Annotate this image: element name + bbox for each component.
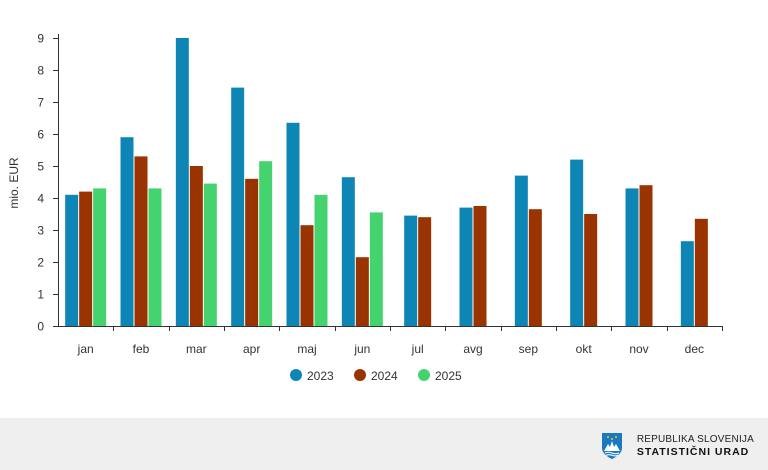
bar-2023-nov xyxy=(625,188,639,326)
bar-2023-apr xyxy=(231,87,245,326)
bar-2024-jul xyxy=(418,217,432,326)
legend-label-2023[interactable]: 2023 xyxy=(307,369,334,383)
x-tick-label-okt: okt xyxy=(576,342,593,356)
x-tick-label-apr: apr xyxy=(243,342,260,356)
bar-2024-apr xyxy=(245,178,259,326)
bar-2023-maj xyxy=(286,122,300,326)
x-tick-label-jun: jun xyxy=(353,342,370,356)
y-tick-label: 7 xyxy=(37,96,44,110)
bar-2023-jun xyxy=(341,177,355,326)
y-tick-label: 2 xyxy=(37,256,44,270)
bar-2024-feb xyxy=(134,156,148,326)
logo-text: REPUBLIKA SLOVENIJA STATISTIČNI URAD xyxy=(637,434,754,458)
x-tick-label-maj: maj xyxy=(297,342,316,356)
slovenia-coat-of-arms-icon xyxy=(601,433,622,459)
y-tick-label: 6 xyxy=(37,128,44,142)
legend-label-2025[interactable]: 2025 xyxy=(435,369,462,383)
x-tick-label-jul: jul xyxy=(411,342,424,356)
bar-2023-feb xyxy=(120,137,134,326)
bar-2023-okt xyxy=(570,159,584,326)
logo-line-1: REPUBLIKA SLOVENIJA xyxy=(636,434,754,445)
bar-2023-avg xyxy=(459,207,473,326)
bar-2024-jan xyxy=(79,191,93,326)
y-tick-label: 3 xyxy=(37,224,44,238)
bar-2025-apr xyxy=(259,161,273,326)
legend-label-2024[interactable]: 2024 xyxy=(371,369,398,383)
footer: REPUBLIKA SLOVENIJA STATISTIČNI URAD xyxy=(0,418,768,470)
x-axis-ticks: jan feb mar apr maj jun jul avg sep okt nov dec xyxy=(77,326,723,356)
bar-2025-mar xyxy=(203,183,217,326)
bar-2023-dec xyxy=(680,241,694,326)
bar-2024-dec xyxy=(694,218,708,326)
y-tick-label: 4 xyxy=(37,192,44,206)
bar-2023-jul xyxy=(404,215,418,326)
bar-2025-jun xyxy=(369,212,383,326)
x-tick-label-dec: dec xyxy=(685,342,704,356)
bar-chart: mio. EUR 0 1 2 3 4 5 6 7 8 9 jan feb mar apr maj jun ju… xyxy=(7,32,723,383)
bars xyxy=(65,38,708,326)
y-tick-label: 0 xyxy=(37,320,44,334)
bar-2024-okt xyxy=(584,214,598,326)
bar-2023-mar xyxy=(175,38,189,326)
bar-2024-sep xyxy=(528,209,542,326)
bar-2023-sep xyxy=(514,175,528,326)
x-tick-label-avg: avg xyxy=(463,342,482,356)
y-tick-label: 5 xyxy=(37,160,44,174)
x-tick-label-feb: feb xyxy=(133,342,150,356)
bar-2024-avg xyxy=(473,206,487,326)
bar-2024-maj xyxy=(300,225,314,326)
bar-2024-mar xyxy=(189,166,203,326)
y-axis-ticks: 0 1 2 3 4 5 6 7 8 9 xyxy=(37,32,58,334)
bar-2024-jun xyxy=(355,257,369,326)
bar-2023-jan xyxy=(65,194,79,326)
legend: 2023 2024 2025 xyxy=(290,369,462,383)
bar-2024-nov xyxy=(639,185,653,326)
x-tick-label-jan: jan xyxy=(77,342,94,356)
legend-marker-2023 xyxy=(290,369,302,381)
y-tick-label: 1 xyxy=(37,288,44,302)
x-tick-label-mar: mar xyxy=(186,342,207,356)
logo-line-2: STATISTIČNI URAD xyxy=(636,446,750,458)
legend-marker-2025 xyxy=(418,369,430,381)
y-axis-label: mio. EUR xyxy=(7,157,21,209)
bar-2025-jan xyxy=(93,188,107,326)
logo: REPUBLIKA SLOVENIJA STATISTIČNI URAD xyxy=(601,432,754,460)
y-tick-label: 8 xyxy=(37,64,44,78)
x-tick-label-sep: sep xyxy=(519,342,539,356)
x-tick-label-nov: nov xyxy=(629,342,648,356)
legend-marker-2024 xyxy=(354,369,366,381)
bar-2025-maj xyxy=(314,194,328,326)
bar-2025-feb xyxy=(148,188,162,326)
y-tick-label: 9 xyxy=(37,32,44,46)
